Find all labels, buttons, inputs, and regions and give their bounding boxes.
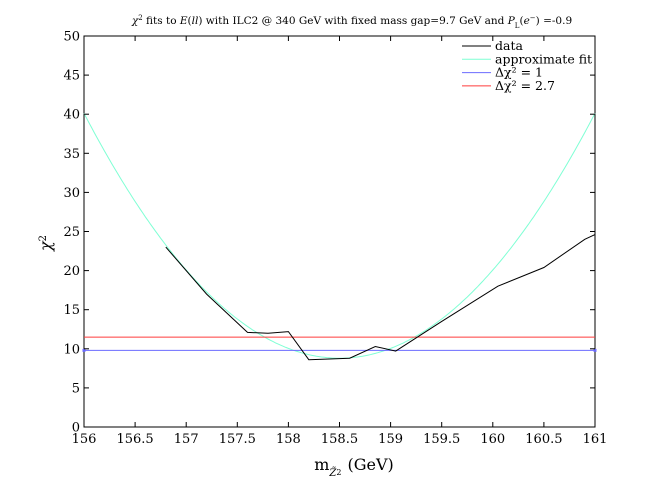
y-tick-label: 35 xyxy=(63,147,80,162)
x-tick-label: 158.5 xyxy=(321,432,358,447)
delta-chi2-1-marker-right xyxy=(593,348,597,352)
y-tick-label: 45 xyxy=(63,69,80,84)
tick-layer: 156 156.5 157 157.5 158 158.5 159 159.5 160 160.5… xyxy=(63,30,607,448)
data-line xyxy=(165,234,596,361)
y-tick-label: 15 xyxy=(63,303,80,318)
y-tick-label: 20 xyxy=(63,264,80,279)
x-tick-label: 158 xyxy=(276,432,301,447)
x-axis-label: mZ̃2 (GeV) xyxy=(314,455,394,479)
x-tick-label: 159.5 xyxy=(423,432,460,447)
y-tick-label: 50 xyxy=(63,30,80,45)
y-tick-label: 30 xyxy=(63,186,80,201)
legend-item-delta-chi2-1: Δχ² = 1 xyxy=(462,65,543,80)
legend-item-data: data xyxy=(462,38,523,53)
x-tick-label: 160.5 xyxy=(525,432,562,447)
legend-item-approximate-fit: approximate fit xyxy=(462,51,592,66)
plot-area: 156 156.5 157 157.5 158 158.5 159 159.5 160 160.5… xyxy=(63,30,607,448)
y-tick-label: 5 xyxy=(72,381,80,396)
plot-frame xyxy=(83,35,596,428)
y-tick-label: 40 xyxy=(63,108,80,123)
y-tick-label: 10 xyxy=(63,342,80,357)
x-tick-label: 157.5 xyxy=(219,432,256,447)
y-tick-label: 0 xyxy=(72,421,80,436)
x-tick-label: 156 xyxy=(72,432,97,447)
approximate-fit-line xyxy=(83,113,596,359)
legend-item-delta-chi2-2p7: Δχ² = 2.7 xyxy=(462,78,555,93)
series-layer xyxy=(82,113,597,361)
chart-title: χ2 fits to E(ll) with ILC2 @ 340 GeV wit… xyxy=(131,14,572,30)
legend-label: Δχ² = 1 xyxy=(495,65,543,80)
y-tick-label: 25 xyxy=(63,225,80,240)
x-tick-label: 159 xyxy=(378,432,403,447)
delta-chi2-1-marker-left xyxy=(82,348,86,352)
legend-label: Δχ² = 2.7 xyxy=(495,78,555,93)
y-axis-label: χ2 xyxy=(36,235,55,252)
x-tick-label: 157 xyxy=(174,432,199,447)
x-tick-label: 156.5 xyxy=(116,432,153,447)
x-tick-label: 161 xyxy=(583,432,608,447)
legend-label: data xyxy=(495,38,523,53)
legend-label: approximate fit xyxy=(495,51,592,66)
x-tick-label: 160 xyxy=(480,432,505,447)
